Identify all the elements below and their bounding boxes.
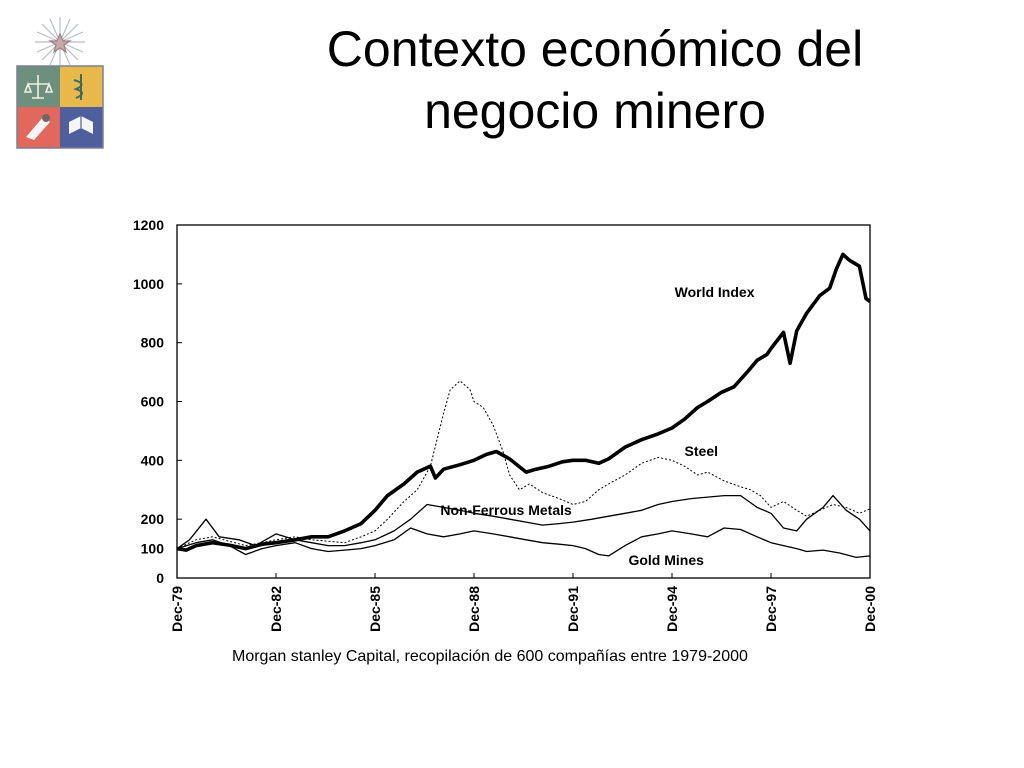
line-chart: 0 100 200 400 600 800 1000 1200 Dec-79 Dec-82 Dec… <box>133 217 878 632</box>
shield-icon <box>16 65 104 149</box>
y-tick-label: 200 <box>141 511 165 527</box>
y-tick-label: 600 <box>141 394 165 410</box>
x-tick-label: Dec-97 <box>763 586 779 632</box>
x-tick-label: Dec-82 <box>268 586 284 632</box>
y-tick-label: 100 <box>141 541 165 557</box>
y-tick-label: 1200 <box>133 217 164 233</box>
x-tick-label: Dec-88 <box>466 586 482 632</box>
series-label: Gold Mines <box>628 552 704 568</box>
series-line-steel <box>176 380 871 550</box>
series-line-gold-mines <box>176 527 871 559</box>
source-caption: Morgan stanley Capital, recopilación de … <box>232 648 748 665</box>
series-label: Non-Ferrous Metals <box>440 502 572 518</box>
university-logo <box>16 17 104 149</box>
series-line-world-index <box>176 252 872 552</box>
x-tick-label: Dec-00 <box>862 586 878 632</box>
plot-frame <box>176 224 871 579</box>
title-line-2: negocio minero <box>424 83 766 139</box>
y-tick-label: 400 <box>141 452 165 468</box>
x-tick-label: Dec-79 <box>169 586 185 632</box>
series-label: World Index <box>675 284 755 300</box>
y-tick-label: 0 <box>156 570 164 586</box>
x-tick-label: Dec-85 <box>367 586 383 632</box>
y-tick-label: 1000 <box>133 276 164 292</box>
slide-title: Contexto económico del negocio minero <box>250 18 940 142</box>
y-tick-label: 800 <box>141 335 165 351</box>
x-tick-label: Dec-91 <box>565 586 581 632</box>
x-tick-label: Dec-94 <box>664 586 680 632</box>
star-burst-icon <box>35 17 85 67</box>
series-label: Steel <box>685 443 718 459</box>
series-line-non-ferrous-metals <box>176 494 871 550</box>
title-line-1: Contexto económico del <box>326 21 864 77</box>
